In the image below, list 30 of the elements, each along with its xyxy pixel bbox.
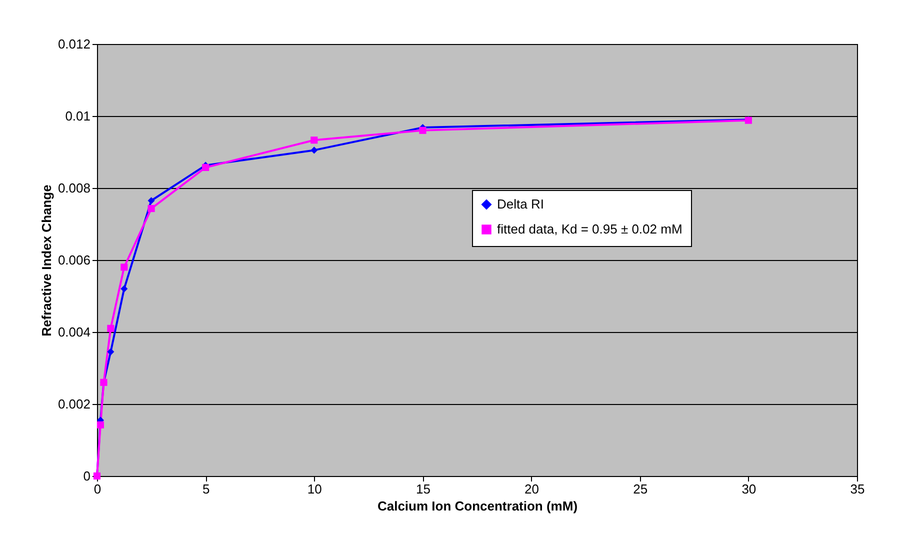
y-tick-label: 0.002 <box>58 396 90 412</box>
x-tick-label: 0 <box>94 482 102 496</box>
point <box>310 136 318 144</box>
x-tick-label: 20 <box>524 482 540 496</box>
y-tick-label: 0.01 <box>65 108 90 124</box>
x-axis-title: Calcium Ion Concentration (mM) <box>377 498 578 514</box>
x-tick-label: 15 <box>416 482 430 496</box>
point <box>107 324 114 332</box>
y-axis-title: Refractive Index Change <box>38 184 54 336</box>
x-tick-label: 30 <box>742 482 756 496</box>
x-tick-label: 5 <box>202 482 210 496</box>
point <box>419 126 426 134</box>
point <box>148 197 155 204</box>
x-tick-label: 10 <box>307 482 322 496</box>
point <box>202 164 210 172</box>
y-tick-label: 0.006 <box>58 252 90 268</box>
point <box>310 146 318 154</box>
point <box>96 421 104 428</box>
legend-label: fitted data, Kd = 0.95 ± 0.02 mM <box>497 222 682 236</box>
x-tick-label: 35 <box>850 482 865 496</box>
point <box>120 285 128 292</box>
y-tick-label: 0.004 <box>58 324 90 340</box>
point <box>148 204 155 212</box>
x-tick-label: 25 <box>633 482 648 496</box>
point <box>107 348 114 356</box>
y-tick-label: 0 <box>83 468 90 484</box>
y-tick-label: 0.012 <box>58 36 90 52</box>
y-tick-label: 0.008 <box>58 180 90 196</box>
legend-label: Delta RI <box>497 196 544 212</box>
point <box>120 264 128 271</box>
